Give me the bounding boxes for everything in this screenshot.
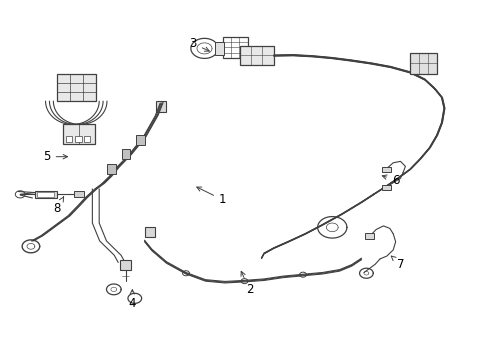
Bar [144,227,155,237]
Text: 2: 2 [241,271,253,296]
Bar [239,45,273,65]
Bar [381,167,390,172]
Bar [83,135,90,142]
Text: 5: 5 [43,150,67,163]
Bar [156,101,166,112]
Bar [122,149,130,159]
Bar [107,163,116,174]
Bar [381,185,390,190]
Text: 3: 3 [189,37,209,51]
Text: 6: 6 [382,174,399,186]
Text: 7: 7 [390,256,404,271]
Text: 1: 1 [196,187,226,206]
Bar [136,135,145,145]
Bar [35,191,57,198]
Bar [120,260,131,270]
Bar [365,233,373,239]
Bar [37,192,54,197]
Text: 4: 4 [128,290,136,310]
Bar [409,53,436,74]
Bar [215,42,224,55]
Bar [57,74,96,101]
Bar [74,192,83,197]
Bar [75,135,81,142]
Bar [65,135,72,142]
Bar [63,125,95,144]
Text: 8: 8 [53,197,63,215]
Bar [222,37,247,58]
